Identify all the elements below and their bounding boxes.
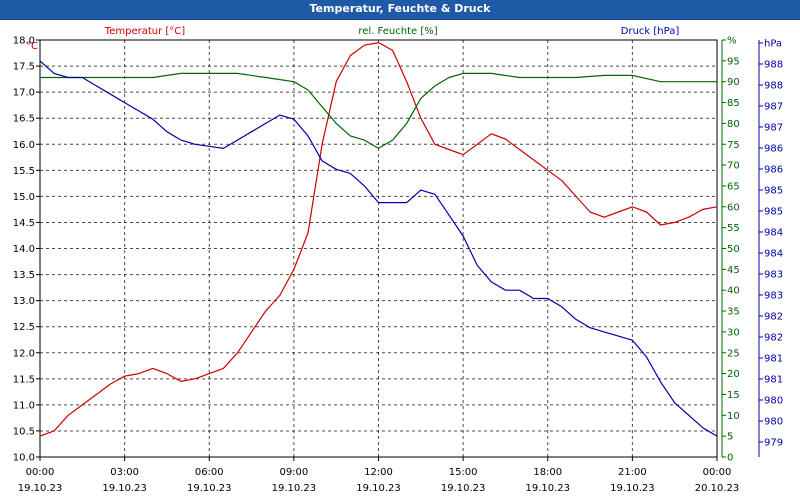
chart: 10.0 10.5 11.0 11.5 12.0 12.5 13.0 13.5 14.0 14.5… [13, 26, 783, 494]
pressure-tick-label: 984 [764, 228, 783, 239]
temp-tick-label: 15.5 [13, 166, 35, 177]
pressure-tick-label: 987 [764, 123, 783, 134]
humidity-tick-label: 60 [727, 202, 740, 213]
pressure-tick-label: 988 [764, 81, 783, 92]
humidity-tick-label: 40 [727, 286, 740, 297]
series-line-pressure [39, 60, 718, 437]
pressure-tick-label: 984 [764, 249, 783, 260]
x-tick-date: 19.10.23 [356, 483, 401, 494]
temp-tick-label: 15.0 [13, 192, 35, 203]
pressure-tick-label: 981 [764, 375, 783, 386]
temp-tick-label: 10.5 [13, 426, 35, 437]
x-tick-date: 20.10.23 [695, 483, 740, 494]
pressure-tick-label: 980 [764, 417, 783, 428]
series-label-pressure: Druck [hPa] [621, 26, 680, 37]
pressure-tick-label: 982 [764, 333, 783, 344]
temp-tick-label: 14.0 [13, 244, 35, 255]
x-tick-date: 19.10.23 [272, 483, 317, 494]
humidity-tick-label: 85 [727, 98, 740, 109]
humidity-tick-label: 95 [727, 56, 740, 67]
x-tick-time: 21:00 [618, 467, 647, 478]
humidity-tick-label: 75 [727, 140, 740, 151]
humidity-tick-label: 45 [727, 265, 740, 276]
pressure-tick-label: 987 [764, 102, 783, 113]
humidity-tick-label: 5 [727, 432, 733, 443]
humidity-tick-label: 55 [727, 223, 740, 234]
pressure-tick-label: 986 [764, 144, 783, 155]
temp-tick-label: 11.5 [13, 374, 35, 385]
temp-tick-label: 12.5 [13, 322, 35, 333]
humidity-tick-label: 70 [727, 161, 740, 172]
pressure-tick-label: 985 [764, 207, 783, 218]
series-label-humidity: rel. Feuchte [%] [358, 26, 437, 37]
pressure-tick-label: 983 [764, 270, 783, 281]
temp-tick-label: 16.5 [13, 114, 35, 125]
chart-title: Temperatur, Feuchte & Druck [309, 2, 491, 15]
temp-unit-label: °C [26, 41, 38, 52]
humidity-tick-label: 65 [727, 181, 740, 192]
humidity-tick-label: 10 [727, 411, 740, 422]
series-line-temperature [39, 42, 718, 437]
humidity-tick-label: 35 [727, 307, 740, 318]
x-tick-date: 19.10.23 [18, 483, 63, 494]
humidity-tick-label: 20 [727, 369, 740, 380]
temp-tick-label: 17.0 [13, 88, 35, 99]
x-tick-date: 19.10.23 [441, 483, 486, 494]
pressure-tick-label: 985 [764, 186, 783, 197]
pressure-tick-label: 979 [764, 438, 783, 449]
x-tick-date: 19.10.23 [102, 483, 147, 494]
temp-tick-label: 10.0 [13, 453, 35, 464]
pressure-tick-label: hPa [764, 39, 782, 50]
x-tick-time: 15:00 [449, 467, 478, 478]
pressure-tick-label: 980 [764, 396, 783, 407]
x-tick-date: 19.10.23 [610, 483, 655, 494]
series-label-temperature: Temperatur [°C] [104, 26, 185, 37]
x-tick-time: 09:00 [279, 467, 308, 478]
humidity-tick-label: % [727, 36, 737, 47]
humidity-tick-label: 15 [727, 390, 740, 401]
humidity-tick-label: 25 [727, 348, 740, 359]
humidity-tick-label: 0 [727, 453, 733, 464]
x-tick-time: 06:00 [195, 467, 224, 478]
temp-tick-label: 13.5 [13, 270, 35, 281]
series-line-humidity [40, 72, 717, 149]
pressure-tick-label: 981 [764, 354, 783, 365]
temp-tick-label: 11.0 [13, 400, 35, 411]
x-tick-time: 00:00 [26, 467, 55, 478]
x-tick-time: 18:00 [533, 467, 562, 478]
pressure-tick-label: 983 [764, 291, 783, 302]
pressure-tick-label: 986 [764, 165, 783, 176]
temp-tick-label: 17.5 [13, 62, 35, 73]
title-bar: Temperatur, Feuchte & Druck [0, 0, 800, 20]
temp-tick-label: 13.0 [13, 296, 35, 307]
x-tick-date: 19.10.23 [525, 483, 570, 494]
humidity-tick-label: 80 [727, 119, 740, 130]
temp-tick-label: 14.5 [13, 218, 35, 229]
temp-tick-label: 16.0 [13, 140, 35, 151]
temp-tick-label: 12.0 [13, 348, 35, 359]
humidity-tick-label: 90 [727, 77, 740, 88]
x-tick-time: 12:00 [364, 467, 393, 478]
temp-tick-label: 18.0 [13, 36, 35, 47]
humidity-tick-label: 50 [727, 244, 740, 255]
humidity-tick-label: 30 [727, 327, 740, 338]
x-tick-date: 19.10.23 [187, 483, 232, 494]
pressure-tick-label: 982 [764, 312, 783, 323]
x-tick-time: 03:00 [110, 467, 139, 478]
x-tick-time: 00:00 [703, 467, 732, 478]
pressure-tick-label: 988 [764, 60, 783, 71]
